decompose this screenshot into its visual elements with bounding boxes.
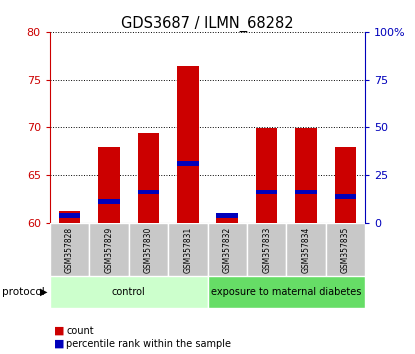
- Bar: [256, 190, 278, 194]
- Bar: [177, 161, 199, 166]
- Bar: [59, 213, 81, 218]
- Bar: [168, 223, 208, 276]
- Bar: [208, 223, 247, 276]
- Bar: [295, 129, 317, 223]
- Bar: [50, 276, 208, 308]
- Bar: [286, 223, 326, 276]
- Bar: [129, 223, 168, 276]
- Text: GSM357832: GSM357832: [223, 227, 232, 273]
- Text: percentile rank within the sample: percentile rank within the sample: [66, 339, 232, 349]
- Text: GSM357834: GSM357834: [302, 226, 310, 273]
- Text: GSM357829: GSM357829: [105, 227, 113, 273]
- Bar: [326, 223, 365, 276]
- Bar: [98, 199, 120, 204]
- Bar: [208, 276, 365, 308]
- Text: GSM357830: GSM357830: [144, 226, 153, 273]
- Bar: [177, 66, 199, 223]
- Text: GSM357828: GSM357828: [65, 227, 74, 273]
- Text: count: count: [66, 326, 94, 336]
- Bar: [137, 190, 159, 194]
- Bar: [247, 223, 286, 276]
- Bar: [216, 215, 238, 223]
- Bar: [216, 213, 238, 218]
- Text: protocol: protocol: [2, 287, 45, 297]
- Bar: [50, 223, 89, 276]
- Text: GSM357835: GSM357835: [341, 226, 350, 273]
- Text: control: control: [112, 287, 146, 297]
- Bar: [334, 147, 356, 223]
- Text: exposure to maternal diabetes: exposure to maternal diabetes: [211, 287, 361, 297]
- Text: ■: ■: [54, 326, 64, 336]
- Bar: [59, 211, 81, 223]
- Bar: [334, 194, 356, 199]
- Bar: [256, 129, 278, 223]
- Text: GSM357833: GSM357833: [262, 226, 271, 273]
- Text: GDS3687 / ILMN_68282: GDS3687 / ILMN_68282: [121, 16, 294, 32]
- Text: ■: ■: [54, 339, 64, 349]
- Bar: [98, 147, 120, 223]
- Text: GSM357831: GSM357831: [183, 227, 192, 273]
- Bar: [295, 190, 317, 194]
- Text: ▶: ▶: [40, 287, 48, 297]
- Bar: [89, 223, 129, 276]
- Bar: [137, 133, 159, 223]
